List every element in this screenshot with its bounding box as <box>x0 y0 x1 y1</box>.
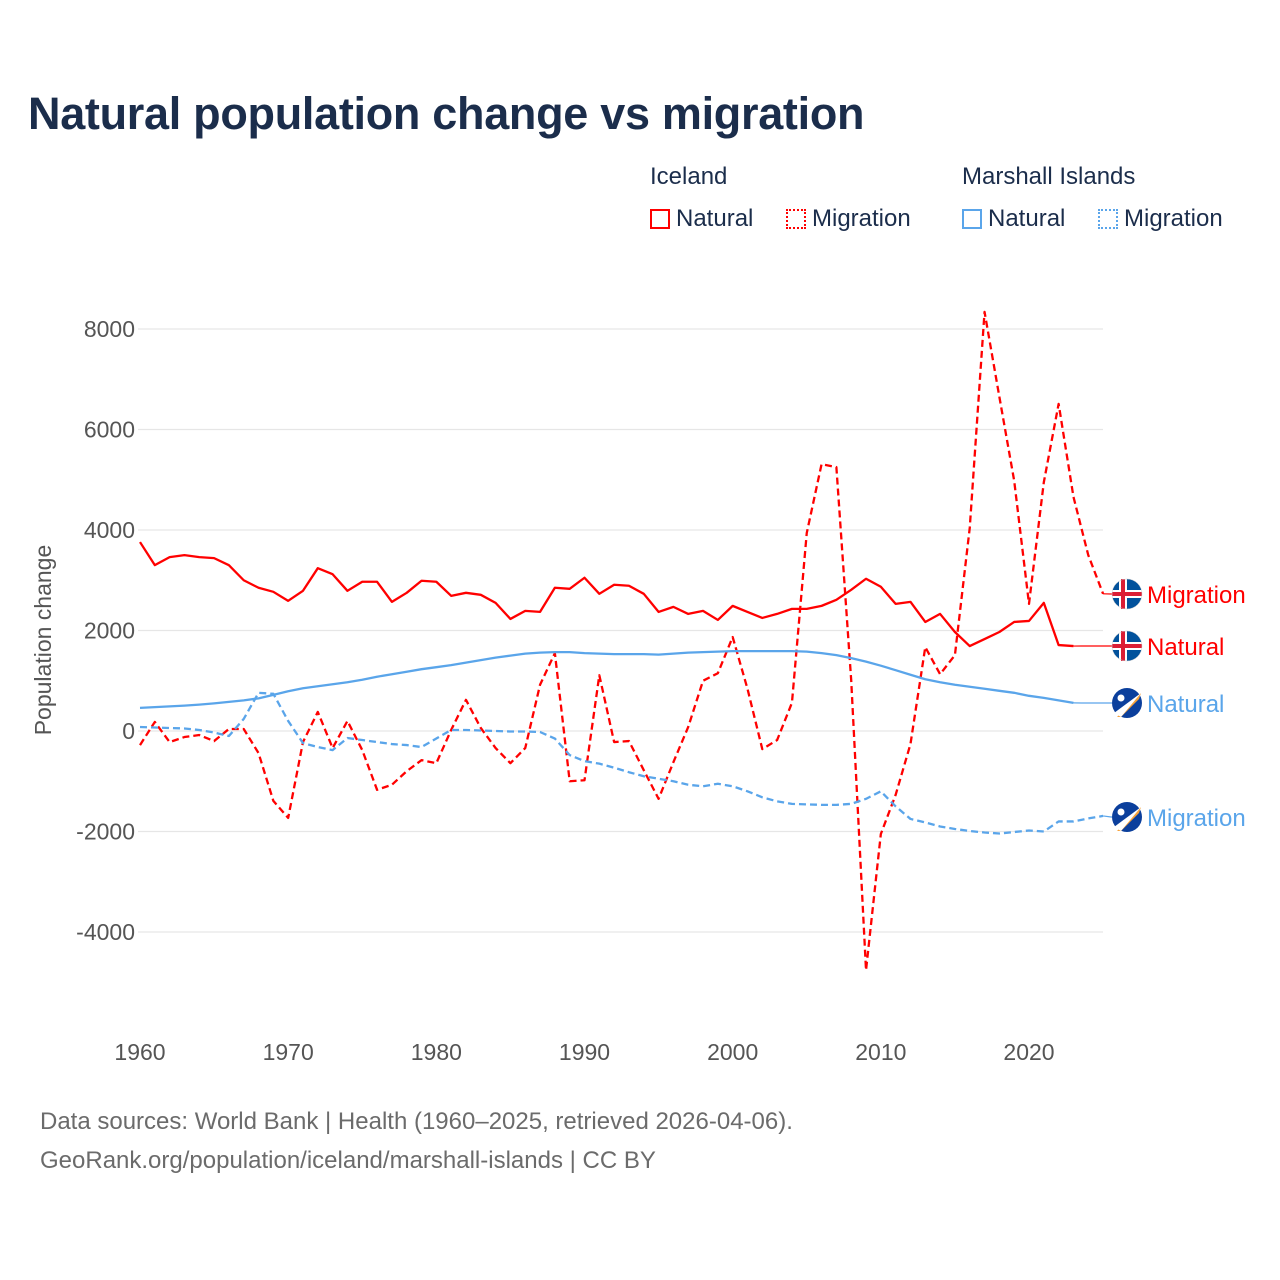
legend-marshall-migration[interactable]: Migration <box>1098 205 1223 233</box>
x-tick-label: 2020 <box>1003 1039 1054 1065</box>
flag-stripe <box>1114 807 1141 831</box>
y-tick-label: 6000 <box>84 417 135 443</box>
y-tick-label: 2000 <box>84 618 135 644</box>
y-tick-label: -4000 <box>76 919 135 945</box>
x-tick-label: 2010 <box>855 1039 906 1065</box>
flag-background <box>1112 802 1142 832</box>
legend-label: Migration <box>1124 205 1223 232</box>
x-tick-label: 1970 <box>263 1039 314 1065</box>
legend-label: Migration <box>812 205 911 232</box>
legend-marshall-natural[interactable]: Natural <box>962 205 1065 233</box>
flag-cross <box>1119 579 1127 609</box>
y-tick-label: 8000 <box>84 316 135 342</box>
y-tick-label: 0 <box>122 718 135 744</box>
flag-border <box>1111 630 1143 662</box>
flag-cross <box>1121 631 1125 661</box>
flag-stripe <box>1117 807 1141 831</box>
series-end-label: Natural <box>1147 691 1224 718</box>
flag-border <box>1111 578 1143 610</box>
series-line-marshall-islands-natural <box>139 649 1074 710</box>
legend-group-iceland: Iceland <box>650 163 728 190</box>
x-tick-label: 1980 <box>411 1039 462 1065</box>
marshall-islands-flag-icon <box>1112 688 1142 718</box>
solid-swatch-icon <box>650 209 670 229</box>
y-axis-label: Population change <box>30 545 56 736</box>
x-tick-label: 1960 <box>114 1039 165 1065</box>
legend-label: Natural <box>988 205 1066 232</box>
flag-background <box>1112 631 1142 661</box>
series-end-label: Natural <box>1147 634 1224 661</box>
series-end-label: Migration <box>1147 805 1246 832</box>
solid-swatch-icon <box>962 209 982 229</box>
dotted-swatch-icon <box>786 209 806 229</box>
x-tick-label: 1990 <box>559 1039 610 1065</box>
flag-cross <box>1112 644 1142 648</box>
flag-background <box>1112 579 1142 609</box>
y-tick-label: 4000 <box>84 517 135 543</box>
legend-group-marshall-islands: Marshall Islands <box>962 163 1136 190</box>
x-tick-label: 2000 <box>707 1039 758 1065</box>
flag-cross <box>1112 592 1142 596</box>
label-connector <box>1103 815 1112 818</box>
y-tick-label: -2000 <box>76 819 135 845</box>
flag-stripe <box>1117 693 1141 717</box>
flag-stripe <box>1114 693 1141 717</box>
series-end-label: Migration <box>1147 582 1246 609</box>
legend-label: Natural <box>676 205 754 232</box>
dotted-swatch-icon <box>1098 209 1118 229</box>
footer-link[interactable]: GeoRank.org/population/iceland/marshall-… <box>40 1147 656 1174</box>
series-line-marshall-islands-migration <box>139 691 1104 835</box>
chart-title: Natural population change vs migration <box>28 88 865 139</box>
series-line-iceland-natural <box>139 541 1074 648</box>
iceland-flag-icon <box>1111 630 1143 662</box>
legend-iceland-natural[interactable]: Natural <box>650 205 753 233</box>
legend-iceland-migration[interactable]: Migration <box>786 205 911 233</box>
flag-cross <box>1112 642 1142 650</box>
series-line-iceland-migration <box>139 310 1105 972</box>
flag-cross <box>1112 590 1142 598</box>
flag-star <box>1117 808 1125 816</box>
marshall-islands-flag-icon <box>1112 802 1142 832</box>
iceland-flag-icon <box>1111 578 1143 610</box>
flag-background <box>1112 688 1142 718</box>
footer-sources: Data sources: World Bank | Health (1960–… <box>40 1108 793 1135</box>
flag-star <box>1117 694 1125 702</box>
flag-cross <box>1119 631 1127 661</box>
flag-cross <box>1121 579 1125 609</box>
